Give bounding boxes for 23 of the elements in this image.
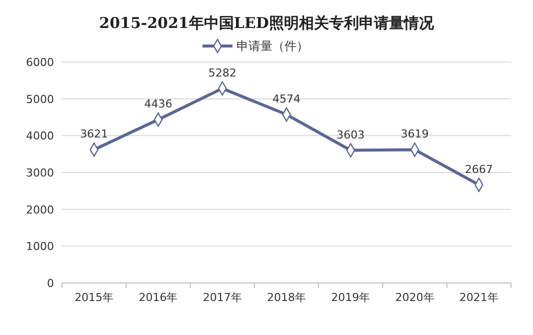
data-label: 2667: [464, 162, 493, 176]
x-tick-label: 2020年: [395, 291, 434, 304]
y-tick-label: 5000: [26, 92, 54, 106]
data-label: 4574: [272, 92, 300, 106]
data-label: 3621: [80, 128, 108, 141]
y-tick-label: 3000: [26, 166, 54, 180]
x-tick-label: 2017年: [202, 291, 242, 304]
y-tick-label: 4000: [26, 130, 54, 143]
x-tick-label: 2015年: [74, 291, 114, 304]
data-label: 4436: [144, 98, 172, 111]
data-label: 3619: [400, 128, 429, 141]
legend-label: 申请量（件）: [236, 39, 308, 53]
y-tick-label: 0: [47, 277, 54, 290]
x-tick-label: 2016年: [138, 291, 178, 304]
x-tick-label: 2018年: [267, 291, 306, 304]
data-label: 3603: [336, 128, 365, 142]
x-tick-label: 2021年: [459, 291, 498, 304]
y-tick-label: 2000: [26, 203, 54, 216]
x-tick-label: 2019年: [331, 291, 370, 304]
y-tick-label: 1000: [26, 240, 54, 254]
chart-title: 2015-2021年中国LED照明相关专利申请量情况: [99, 14, 435, 32]
data-label: 5282: [208, 66, 236, 80]
y-tick-label: 6000: [26, 56, 54, 69]
